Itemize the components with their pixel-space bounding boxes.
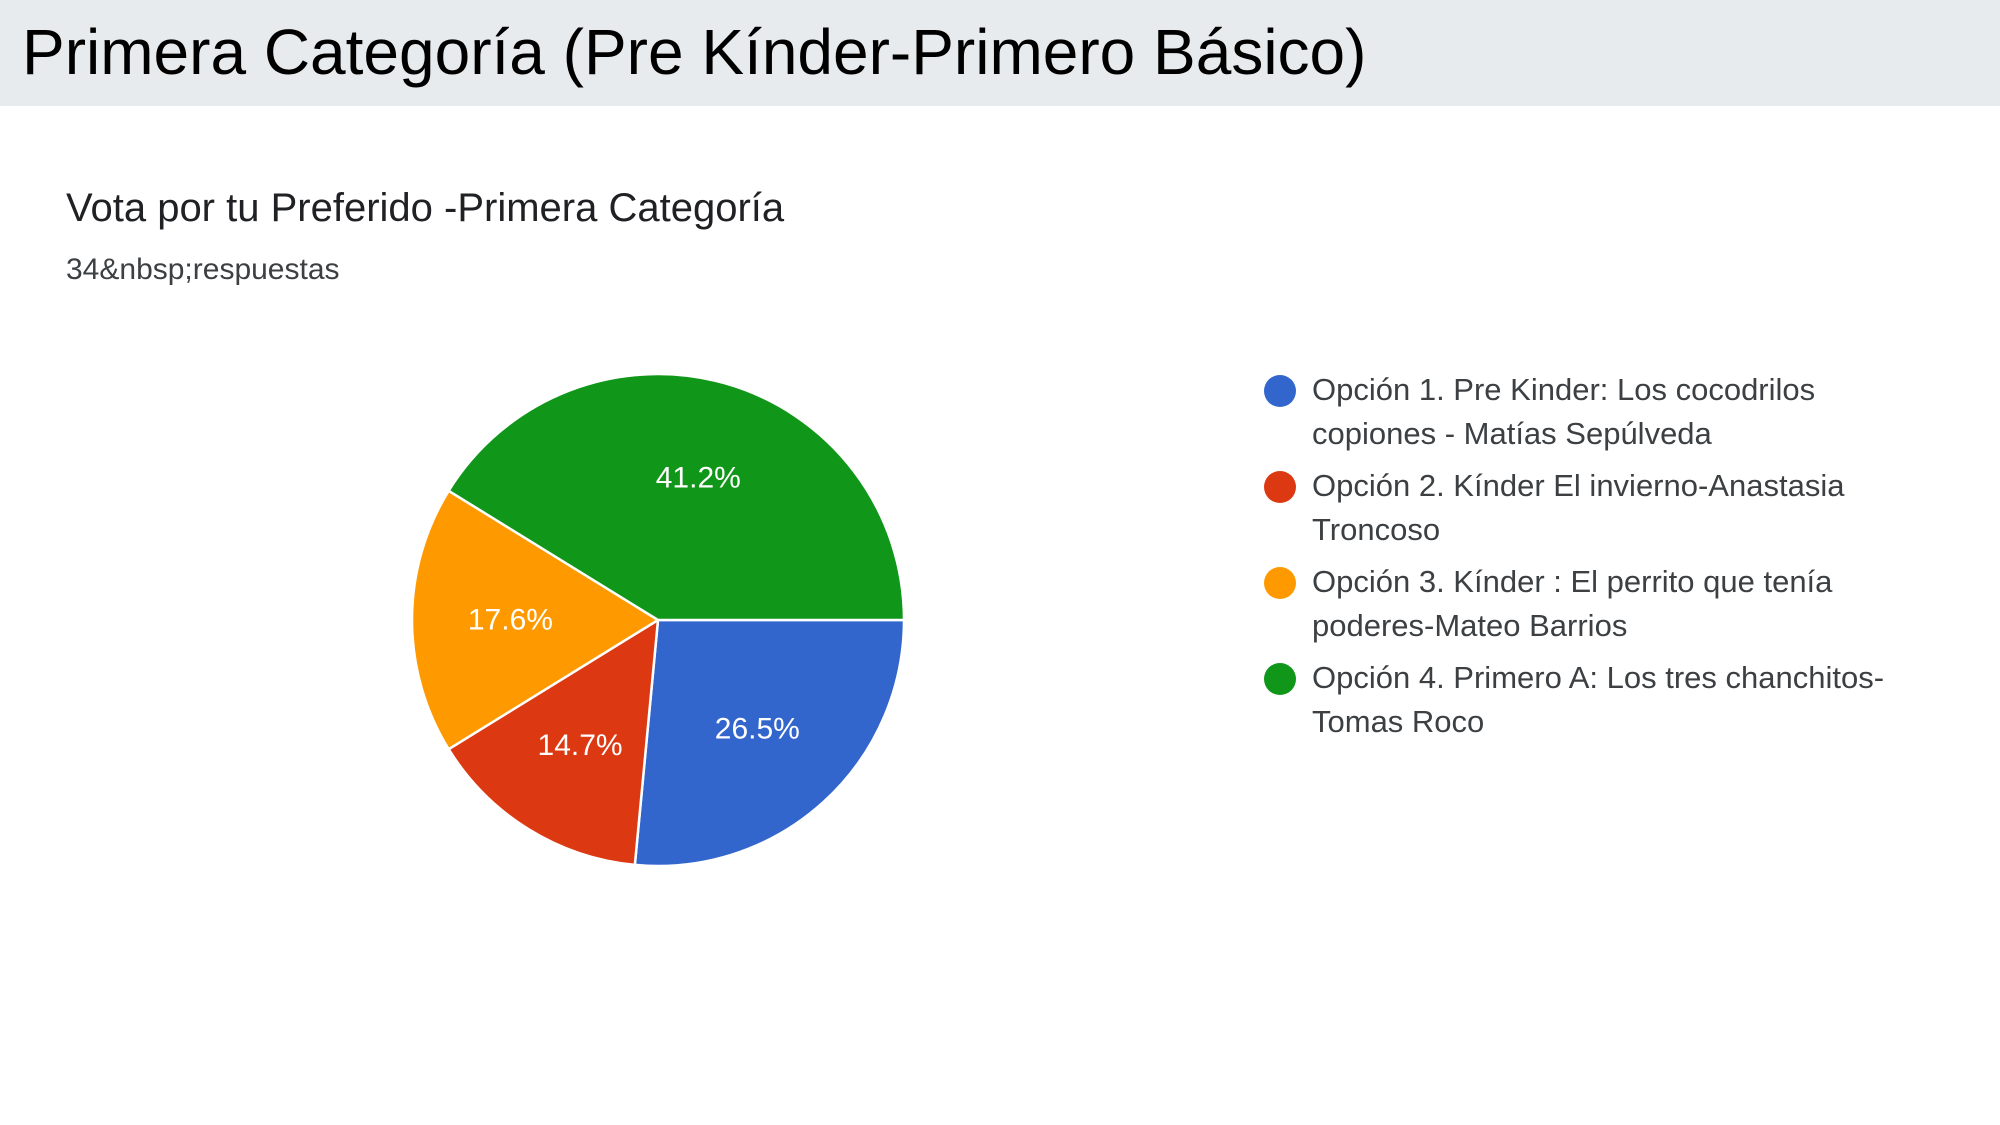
pie-slice-2 xyxy=(447,618,660,867)
response-count: 34&nbsp;respuestas xyxy=(66,253,340,286)
slide-header: Primera Categoría (Pre Kínder-Primero Bá… xyxy=(0,0,2000,106)
legend-label-4: Opción 4. Primero A: Los tres chanchitos… xyxy=(1312,660,1885,739)
chart-title: Vota por tu Preferido -Primera Categoría xyxy=(66,186,785,230)
pie-slice-3 xyxy=(410,489,660,751)
legend-item-1: Opción 1. Pre Kinder: Los cocodrilos cop… xyxy=(1262,368,1902,456)
slide-title: Primera Categoría (Pre Kínder-Primero Bá… xyxy=(22,16,1367,88)
legend-swatch-4 xyxy=(1264,663,1296,695)
slice-label-3: 17.6% xyxy=(468,604,553,637)
pie-slice-1 xyxy=(633,618,906,868)
pie-slice-4 xyxy=(447,372,906,622)
legend-label-1: Opción 1. Pre Kinder: Los cocodrilos cop… xyxy=(1312,372,1816,451)
chart-legend: Opción 1. Pre Kinder: Los cocodrilos cop… xyxy=(1262,368,1902,752)
legend-item-2: Opción 2. Kínder El invierno-Anastasia T… xyxy=(1262,464,1902,552)
legend-swatch-1 xyxy=(1264,375,1296,407)
legend-item-3: Opción 3. Kínder : El perrito que tenía … xyxy=(1262,560,1902,648)
legend-item-4: Opción 4. Primero A: Los tres chanchitos… xyxy=(1262,656,1902,744)
slice-label-4: 41.2% xyxy=(656,462,741,495)
legend-label-2: Opción 2. Kínder El invierno-Anastasia T… xyxy=(1312,468,1845,547)
legend-swatch-3 xyxy=(1264,567,1296,599)
legend-swatch-2 xyxy=(1264,471,1296,503)
legend-label-3: Opción 3. Kínder : El perrito que tenía … xyxy=(1312,564,1833,643)
slice-label-2: 14.7% xyxy=(538,729,623,762)
slice-label-1: 26.5% xyxy=(715,713,800,746)
